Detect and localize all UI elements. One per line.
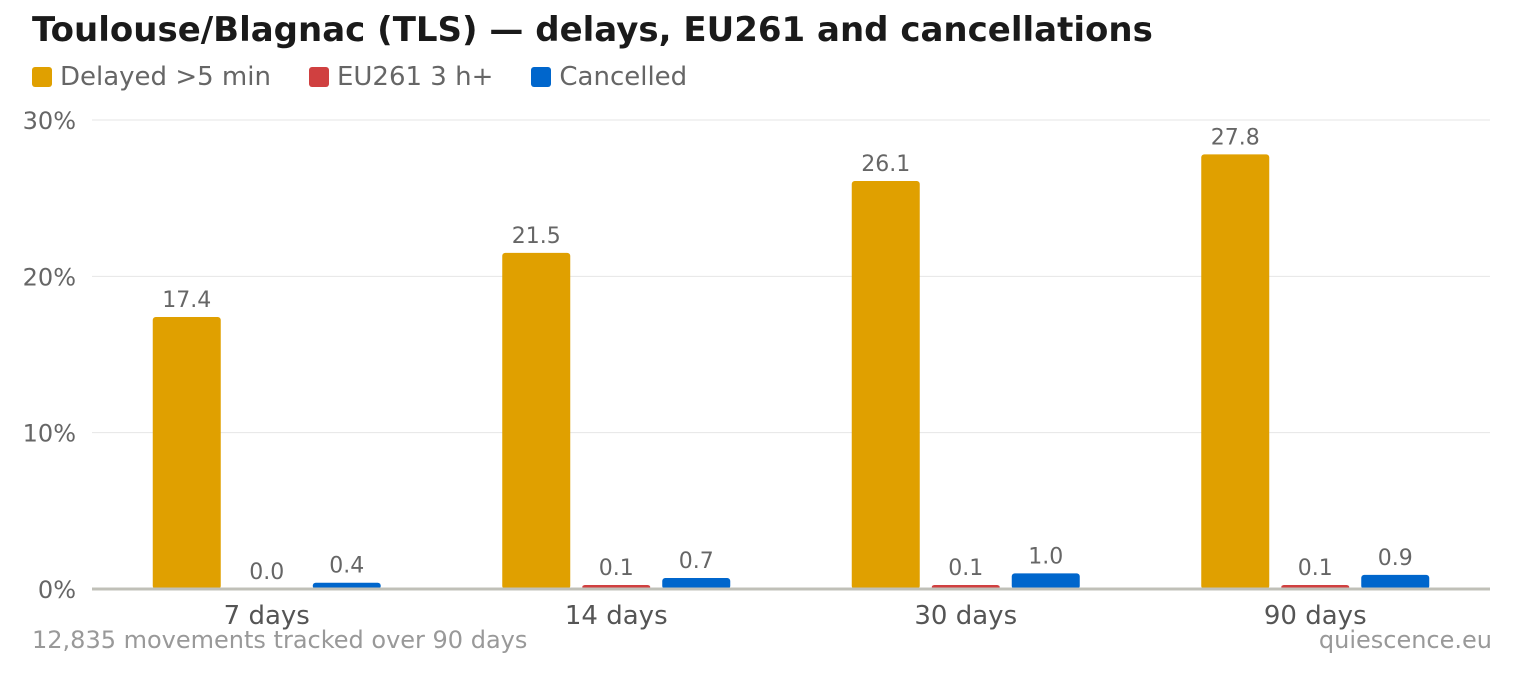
bar bbox=[662, 578, 731, 589]
data-label: 0.4 bbox=[329, 554, 364, 579]
legend-swatch-delayed bbox=[32, 67, 52, 87]
data-label: 0.1 bbox=[1298, 556, 1333, 581]
data-label: 0.9 bbox=[1378, 546, 1413, 571]
legend-item-cancelled: Cancelled bbox=[531, 62, 687, 92]
data-label: 26.1 bbox=[861, 152, 910, 177]
y-tick-label: 30% bbox=[23, 107, 76, 135]
data-label: 0.0 bbox=[249, 560, 284, 585]
bar bbox=[502, 252, 571, 589]
chart-title: Toulouse/Blagnac (TLS) — delays, EU261 a… bbox=[32, 10, 1153, 50]
x-tick-label: 7 days bbox=[224, 601, 310, 631]
chart-legend: Delayed >5 min EU261 3 h+ Cancelled bbox=[32, 60, 725, 94]
y-tick-label: 20% bbox=[23, 263, 76, 291]
bar bbox=[152, 316, 221, 589]
data-label: 27.8 bbox=[1211, 125, 1260, 150]
data-label: 17.4 bbox=[162, 288, 211, 313]
bar bbox=[312, 582, 381, 589]
bar bbox=[1361, 574, 1430, 589]
footer-source: quiescence.eu bbox=[1318, 626, 1492, 654]
bar bbox=[1011, 573, 1080, 589]
x-tick-label: 30 days bbox=[914, 601, 1017, 631]
y-tick-label: 10% bbox=[23, 420, 76, 448]
data-label: 0.7 bbox=[679, 549, 714, 574]
legend-label-cancelled: Cancelled bbox=[559, 62, 688, 92]
legend-label-delayed: Delayed >5 min bbox=[60, 62, 271, 92]
legend-item-eu261: EU261 3 h+ bbox=[308, 62, 494, 92]
bar bbox=[1201, 154, 1270, 590]
x-tick-label: 14 days bbox=[565, 601, 668, 631]
bar bbox=[851, 180, 920, 589]
legend-label-eu261: EU261 3 h+ bbox=[336, 62, 494, 92]
x-tick-label: 90 days bbox=[1264, 601, 1367, 631]
data-label: 21.5 bbox=[512, 224, 561, 249]
legend-swatch-cancelled bbox=[531, 67, 552, 87]
data-label: 0.1 bbox=[948, 556, 983, 581]
y-tick-label: 0% bbox=[38, 576, 76, 604]
footer-note: 12,835 movements tracked over 90 days bbox=[32, 626, 528, 654]
data-label: 0.1 bbox=[599, 556, 634, 581]
legend-item-delayed: Delayed >5 min bbox=[32, 62, 271, 92]
data-label: 1.0 bbox=[1028, 544, 1063, 569]
legend-swatch-eu261 bbox=[308, 67, 329, 87]
